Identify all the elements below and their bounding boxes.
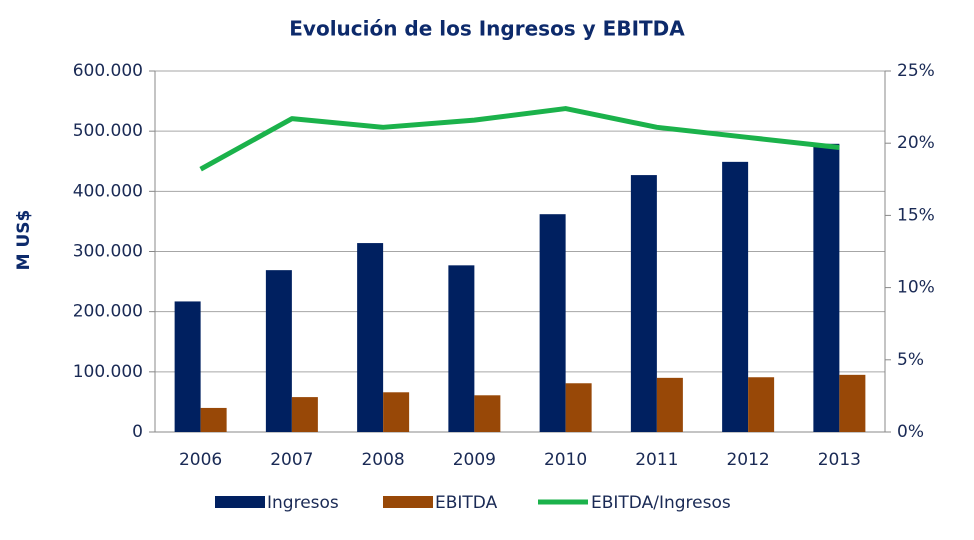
y2-tick-label: 10% [897,278,935,298]
bar [174,301,201,432]
bar [291,397,318,432]
x-tick-label: 2009 [453,450,496,470]
y-tick-label: 300.000 [73,242,143,262]
x-tick-label: 2013 [818,450,861,470]
y-tick-label: 500.000 [73,121,143,141]
legend-label: EBITDA [435,493,498,513]
y2-tick-label: 20% [897,133,935,153]
y2-tick-label: 15% [897,205,935,225]
bar [265,270,292,432]
bar [448,265,475,432]
legend-swatch [215,496,265,508]
x-tick-label: 2010 [544,450,587,470]
x-tick-label: 2006 [179,450,222,470]
chart-title: Evolución de los Ingresos y EBITDA [289,17,685,41]
y-tick-label: 100.000 [73,362,143,382]
x-tick-label: 2007 [270,450,313,470]
legend-label: EBITDA/Ingresos [591,493,731,513]
bar [748,377,775,432]
y-tick-label: 400.000 [73,181,143,201]
y2-tick-label: 0% [897,422,924,442]
y-tick-label: 200.000 [73,302,143,322]
y2-tick-label: 25% [897,61,935,81]
legend-label: Ingresos [267,493,339,513]
bar [813,143,840,432]
bar [200,407,227,432]
bar [539,214,566,432]
x-tick-label: 2011 [635,450,678,470]
bar [474,395,501,432]
bar [656,377,683,432]
y-tick-label: 600.000 [73,61,143,81]
y-axis-label: M US$ [14,210,34,271]
x-tick-label: 2012 [726,450,769,470]
bar [383,392,410,432]
line-series [199,106,840,172]
y-tick-label: 0 [132,422,143,442]
y2-tick-label: 5% [897,350,924,370]
bar [722,161,749,432]
bar [630,175,657,433]
bar [357,243,384,432]
legend-swatch [383,496,433,508]
x-tick-label: 2008 [361,450,404,470]
bar [565,383,592,432]
bar [839,374,866,432]
